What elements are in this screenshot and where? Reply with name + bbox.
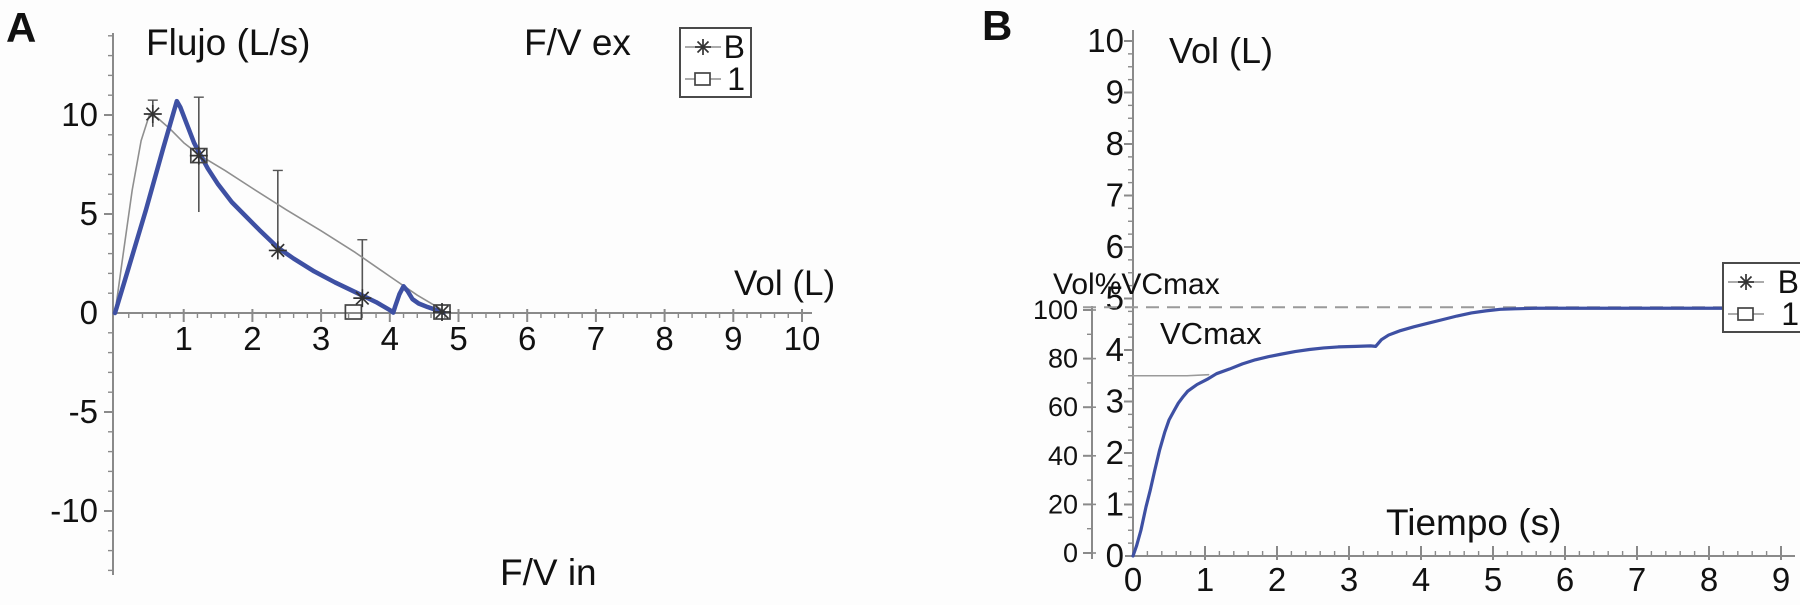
panel-a-x-tick-label: 3 [312,320,330,357]
panel-a-y-axis-title: Flujo (L/s) [146,22,311,63]
panel-b-x-tick-label: 1 [1196,561,1214,598]
panel-b-x-tick-label: 2 [1268,561,1286,598]
panel-b-y2-tick-label: 100 [1033,295,1078,325]
panel-a-x-tick-label: 2 [243,320,261,357]
panel-a-x-tick-label: 5 [449,320,467,357]
panel-b-y2-tick-label: 40 [1048,441,1078,471]
panel-b-y-tick-label: 1 [1106,486,1124,523]
asterisk-marker-icon [1728,273,1764,290]
panel-a-y-tick-label: 10 [61,96,98,133]
legend-entry-1: 1 [1727,298,1800,330]
panel-a-y-tick-label: 5 [80,195,98,232]
panel-a-x-tick-label: 9 [724,320,742,357]
panel-a-x-tick-label: 4 [381,320,399,357]
panel-b-x-tick-label: 5 [1484,561,1502,598]
panel-b-x-tick-label: 8 [1700,561,1718,598]
panel-b-y-tick-label: 2 [1106,434,1124,471]
panel-a-x-tick-label: 1 [175,320,193,357]
panel-b-y-tick-label: 6 [1106,228,1124,265]
panel-b-y2-tick-label: 60 [1048,392,1078,422]
panel-a-x-tick-label: 6 [518,320,536,357]
panel-a-y-tick-label: -10 [50,492,98,529]
legend-label-1: 1 [1781,295,1799,332]
panel-b-y-tick-label: 9 [1106,74,1124,111]
series-1-curve [1131,306,1724,558]
panel-a-y-tick-label: 0 [80,294,98,331]
panel-b-y-tick-label: 3 [1106,383,1124,420]
square-marker-icon [1728,306,1764,321]
panel-b-y-axis-title: Vol (L) [1169,30,1274,71]
panel-b-x-tick-label: 3 [1340,561,1358,598]
legend-label-b: B [723,28,745,65]
panel-a-x-tick-label: 10 [784,320,821,357]
panel-b-vcmax-annotation: VCmax [1160,316,1262,351]
panel-a-x-tick-label: 7 [587,320,605,357]
panel-b-y2-tick-label: 20 [1048,489,1078,519]
panel-b-y-tick-label: 7 [1106,177,1124,214]
panel-b-y2-axis-title: Vol%VCmax [1053,268,1220,301]
panel-b-y-tick-label: 4 [1106,331,1124,368]
asterisk-marker-icon [685,38,721,55]
panel-b-y-tick-label: 8 [1106,125,1124,162]
panel-b-y2-tick-label: 0 [1063,538,1078,568]
series-B-curve [1132,373,1210,377]
asterisk-marker [191,148,206,163]
panel-b-letter: B [982,2,1013,49]
asterisk-marker [355,291,370,306]
asterisk-marker [270,243,285,258]
panel-b-x-tick-label: 6 [1556,561,1574,598]
panel-a-legend: B 1 [679,27,752,98]
panel-b-y-tick-label: 0 [1106,537,1124,574]
legend-entry-b: B [684,31,747,63]
legend-label-b: B [1777,263,1799,300]
asterisk-marker [145,107,160,121]
panel-b-x-axis-title: Tiempo (s) [1386,502,1562,543]
panel-b-y-tick-label: 10 [1087,22,1124,59]
panel-a-x-tick-label: 8 [655,320,673,357]
panel-a-letter: A [6,4,37,51]
panel-b-x-tick-label: 4 [1412,561,1430,598]
panel-b-legend: B 1 [1722,262,1800,333]
panel-a-x-axis-title: Vol (L) [734,264,836,303]
asterisk-marker [435,305,449,319]
legend-entry-b: B [1727,266,1800,298]
panel-b-x-tick-label: 7 [1628,561,1646,598]
legend-label-1: 1 [727,60,745,97]
legend-entry-1: 1 [684,63,747,95]
panel-b-y2-tick-label: 80 [1048,344,1078,374]
square-marker [344,304,363,320]
square-marker-icon [685,71,721,86]
panel-a-expiratory-annotation: F/V ex [524,22,631,63]
panel-b-x-tick-label: 9 [1772,561,1790,598]
panel-a-inspiratory-annotation: F/V in [500,552,597,593]
series-1-curve [112,98,446,316]
panel-b-x-tick-label: 0 [1124,561,1142,598]
panel-a-y-tick-label: -5 [69,393,98,430]
